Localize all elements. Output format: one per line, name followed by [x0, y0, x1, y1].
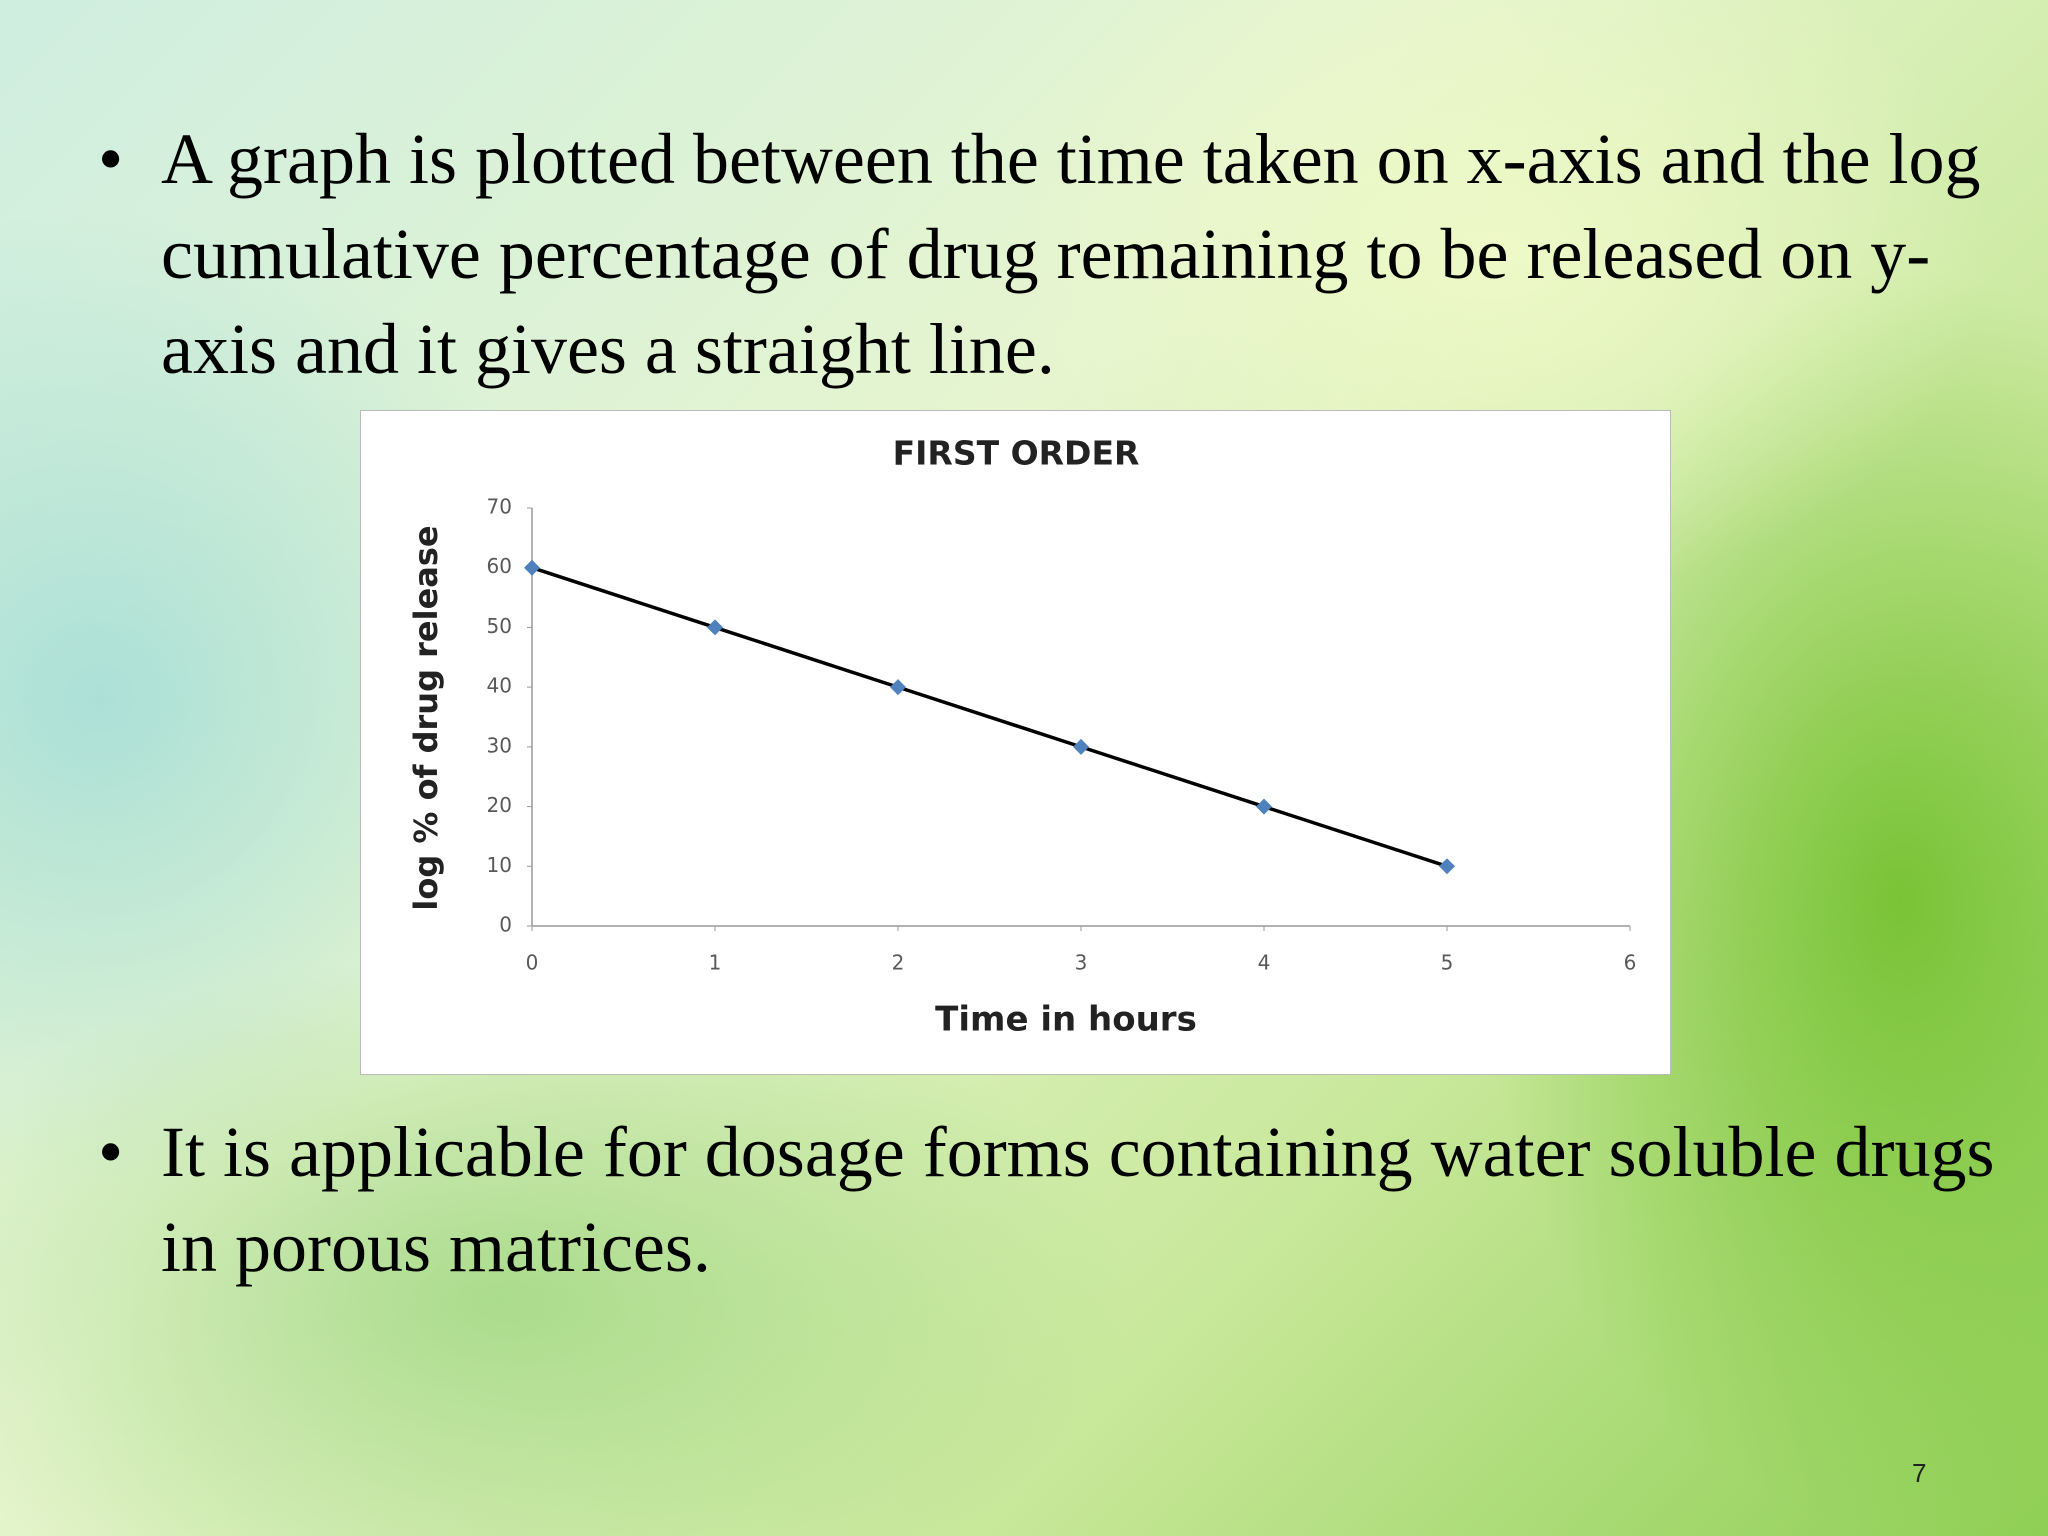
- x-tick-label: 1: [709, 951, 722, 975]
- bullet-text: It is applicable for dosage forms contai…: [161, 1112, 1995, 1287]
- y-tick-label: 60: [487, 554, 512, 578]
- x-axis-label: Time in hours: [935, 1000, 1197, 1040]
- bullet-dot: •: [98, 1112, 124, 1192]
- x-tick-label: 6: [1624, 951, 1637, 975]
- y-tick-label: 40: [487, 674, 512, 698]
- data-marker: [1073, 738, 1089, 755]
- x-tick-label: 2: [892, 951, 905, 975]
- data-marker: [524, 559, 540, 576]
- bullet-item: • It is applicable for dosage forms conta…: [98, 1105, 1998, 1295]
- y-tick-label: 50: [487, 614, 512, 638]
- page-number: 7: [1912, 1458, 1927, 1488]
- x-tick-label: 4: [1258, 951, 1271, 975]
- chart-title: FIRST ORDER: [893, 434, 1140, 473]
- bullet-text: A graph is plotted between the time take…: [161, 119, 1981, 389]
- bullet-item: • A graph is plotted between the time tak…: [98, 112, 1998, 397]
- y-tick-label: 30: [487, 733, 512, 757]
- y-tick-label: 70: [487, 495, 512, 519]
- y-tick-label: 20: [487, 793, 512, 817]
- y-tick-label: 0: [499, 913, 512, 937]
- data-marker: [890, 679, 906, 696]
- x-tick-label: 5: [1441, 951, 1454, 975]
- data-marker: [1256, 798, 1272, 815]
- y-axis-label: log % of drug release: [407, 525, 445, 910]
- data-marker: [707, 619, 723, 636]
- data-marker: [1439, 858, 1455, 875]
- x-tick-label: 3: [1075, 951, 1088, 975]
- chart-frame: [360, 410, 1671, 1075]
- y-tick-label: 10: [487, 853, 512, 877]
- chart: FIRST ORDER Time in hours log % of drug …: [360, 410, 1671, 1075]
- data-line: [531, 566, 1448, 868]
- bullet-dot: •: [98, 119, 124, 199]
- x-tick-label: 0: [526, 951, 539, 975]
